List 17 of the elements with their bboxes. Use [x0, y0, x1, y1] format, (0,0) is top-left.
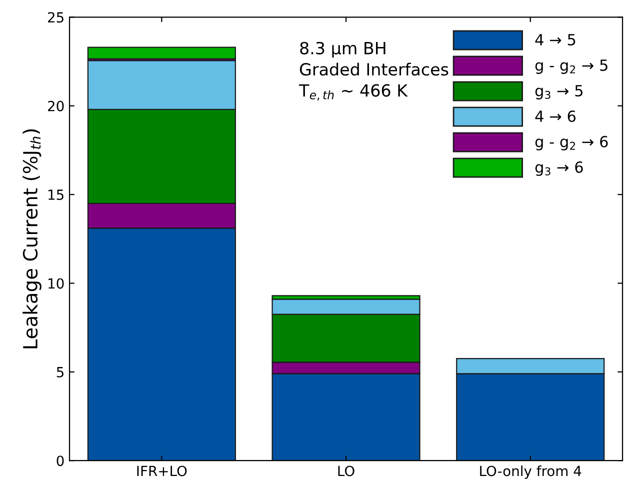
- legend-label: g$_{3}$ → 5: [535, 85, 582, 100]
- legend-label: g$_{3}$ → 6: [535, 161, 583, 176]
- legend-label: 4 → 6: [535, 110, 576, 122]
- x-tick-label: IFR+LO: [137, 466, 187, 476]
- y-tick-label: 5: [56, 367, 64, 378]
- x-tick-label: LO: [338, 466, 354, 476]
- y-tick-label: 10: [48, 278, 64, 289]
- legend-label: g - g$_{2}$ → 6: [535, 136, 608, 150]
- legend-label: 4 → 5: [535, 34, 576, 46]
- y-tick-label: 0: [56, 456, 64, 466]
- y-tick-label: 20: [48, 100, 64, 112]
- annotation: 8.3 µm BH Graded Interfaces T$_{e,th}$ ~ 466 K: [298, 42, 448, 101]
- legend-label: g - g$_{2}$ → 5: [535, 60, 608, 74]
- y-tick-label: 25: [48, 12, 64, 23]
- y-axis-title: Leakage Current (%J$_{th}$): [22, 129, 42, 348]
- x-tick-label: LO-only from 4: [480, 465, 582, 479]
- y-tick-label: 15: [48, 190, 64, 200]
